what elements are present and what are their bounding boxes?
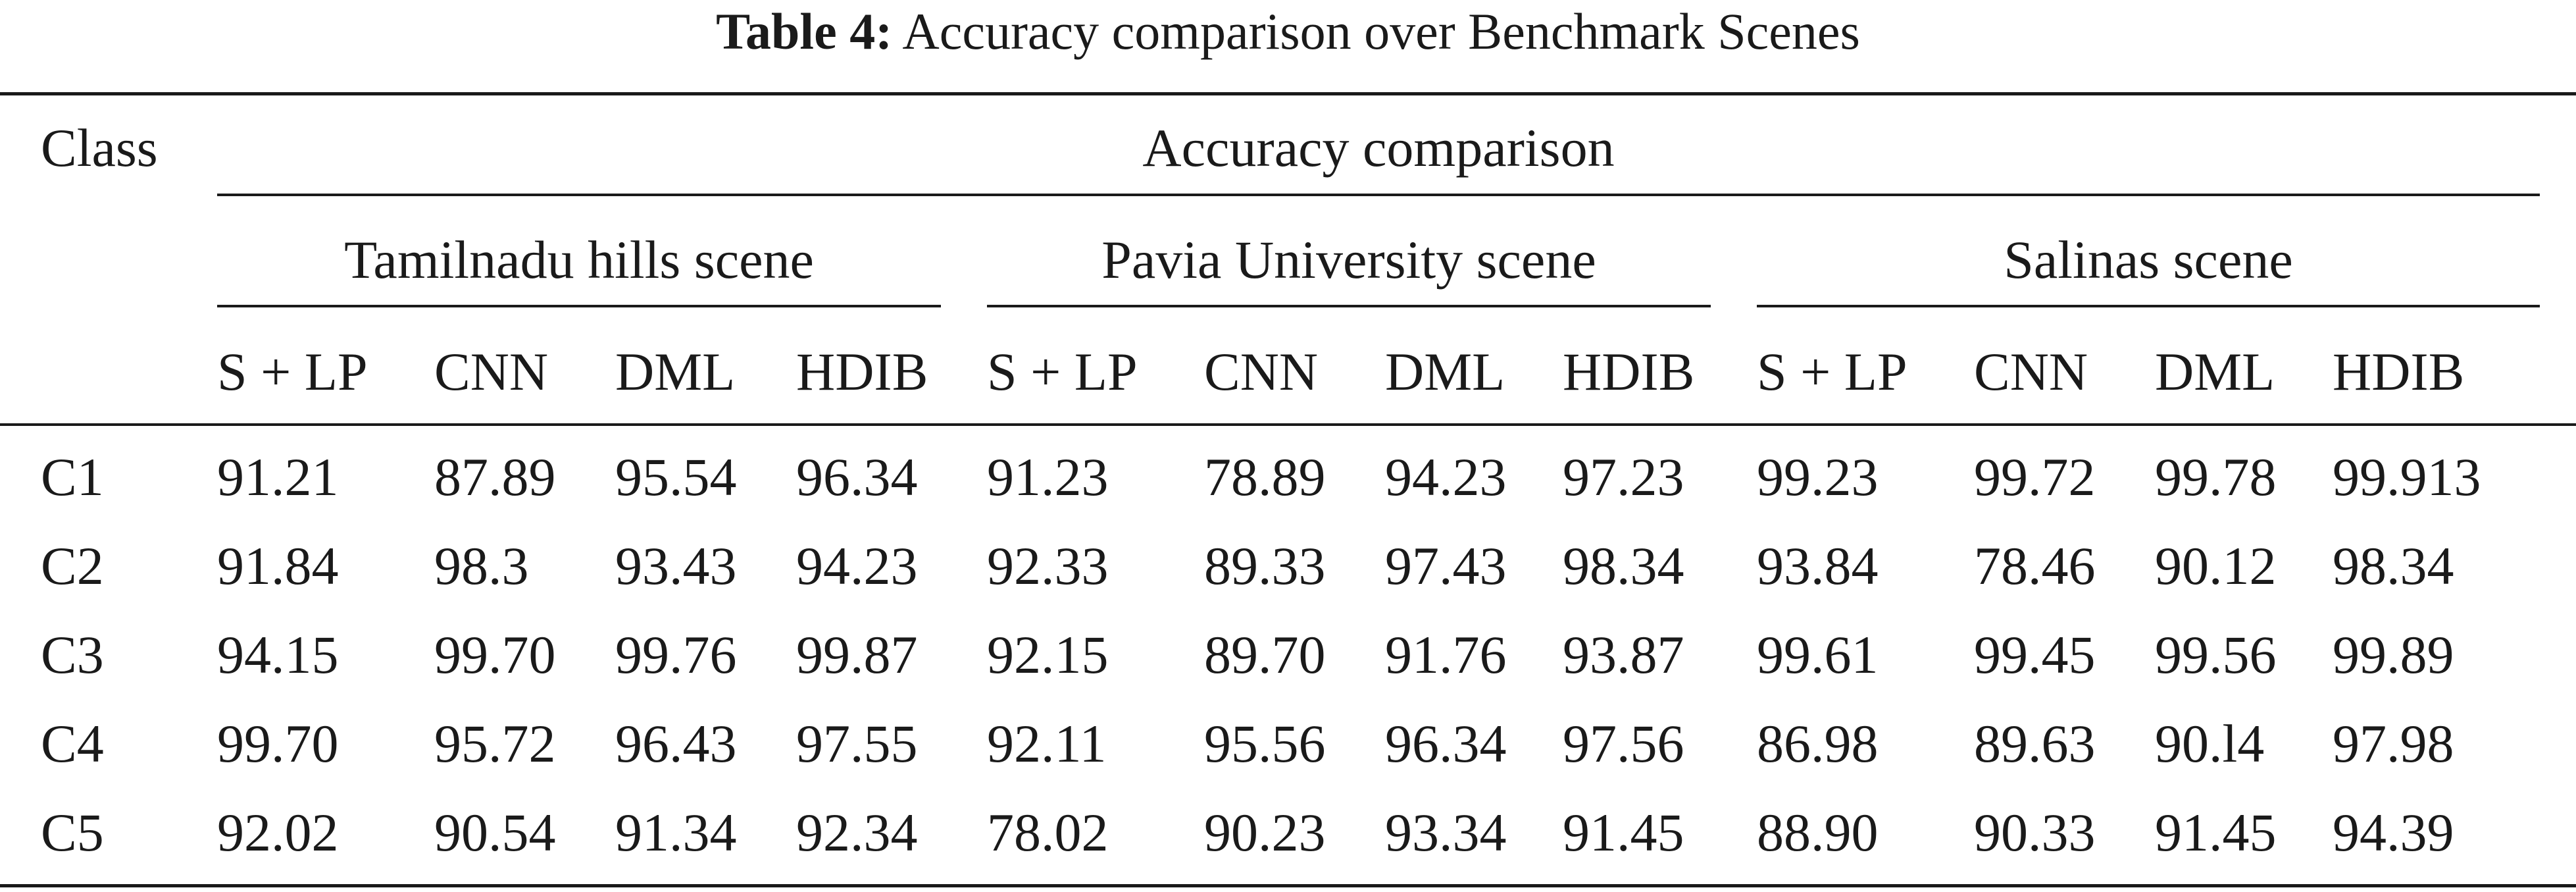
scene-header: Pavia University scene <box>1101 230 1596 290</box>
header-rule <box>0 423 2576 426</box>
table-cell: 94.39 <box>2333 802 2454 862</box>
table-cell: 99.87 <box>796 625 918 685</box>
table-cell: 95.56 <box>1204 714 1326 774</box>
table-cell: 95.72 <box>434 714 556 774</box>
table-cell: 99.72 <box>1974 447 2096 507</box>
table-cell: 94.23 <box>796 536 918 596</box>
row-class-label: C3 <box>41 625 104 685</box>
table-cell: 93.43 <box>615 536 737 596</box>
table-cell: 99.913 <box>2333 447 2481 507</box>
method-header: HDIB <box>2333 342 2465 402</box>
table-cell: 89.63 <box>1974 714 2096 774</box>
scene-underline <box>987 305 1711 307</box>
table-cell: 98.34 <box>2333 536 2454 596</box>
table-cell: 95.54 <box>615 447 737 507</box>
group-header-rule <box>217 194 2540 196</box>
table-cell: 99.78 <box>2155 447 2277 507</box>
table-cell: 90.l4 <box>2155 714 2265 774</box>
top-rule <box>0 92 2576 95</box>
method-header: DML <box>1385 342 1505 402</box>
row-class-label: C2 <box>41 536 104 596</box>
table-cell: 97.43 <box>1385 536 1507 596</box>
table-cell: 93.87 <box>1563 625 1684 685</box>
table-cell: 99.70 <box>434 625 556 685</box>
table-cell: 98.34 <box>1563 536 1684 596</box>
table-cell: 90.33 <box>1974 802 2096 862</box>
table-cell: 97.55 <box>796 714 918 774</box>
table-cell: 97.98 <box>2333 714 2454 774</box>
table-cell: 96.34 <box>1385 714 1507 774</box>
table-cell: 96.34 <box>796 447 918 507</box>
table-cell: 92.15 <box>987 625 1109 685</box>
table-cell: 88.90 <box>1757 802 1879 862</box>
table-cell: 99.23 <box>1757 447 1879 507</box>
table-cell: 90.23 <box>1204 802 1326 862</box>
group-header: Accuracy comparison <box>1142 118 1615 178</box>
row-class-label: C4 <box>41 714 104 774</box>
table-cell: 86.98 <box>1757 714 1879 774</box>
table-cell: 99.56 <box>2155 625 2277 685</box>
method-header: S + LP <box>1757 342 1907 402</box>
scene-header: Salinas scene <box>2004 230 2293 290</box>
scene-header: Tamilnadu hills scene <box>344 230 814 290</box>
table-cell: 91.45 <box>1563 802 1684 862</box>
method-header: HDIB <box>796 342 928 402</box>
table-cell: 89.70 <box>1204 625 1326 685</box>
table-cell: 99.61 <box>1757 625 1879 685</box>
table-cell: 91.23 <box>987 447 1109 507</box>
table-cell: 90.54 <box>434 802 556 862</box>
method-header: S + LP <box>217 342 368 402</box>
method-header: CNN <box>1204 342 1319 402</box>
table-cell: 94.15 <box>217 625 339 685</box>
table-cell: 96.43 <box>615 714 737 774</box>
table-cell: 91.21 <box>217 447 339 507</box>
table-cell: 92.34 <box>796 802 918 862</box>
table-cell: 91.45 <box>2155 802 2277 862</box>
table-cell: 92.11 <box>987 714 1107 774</box>
method-header: CNN <box>1974 342 2088 402</box>
table-cell: 91.84 <box>217 536 339 596</box>
table-cell: 93.34 <box>1385 802 1507 862</box>
method-header: S + LP <box>987 342 1138 402</box>
scene-underline <box>217 305 941 307</box>
method-header: DML <box>2155 342 2275 402</box>
table-cell: 87.89 <box>434 447 556 507</box>
table-cell: 91.34 <box>615 802 737 862</box>
row-class-label: C5 <box>41 802 104 862</box>
table-cell: 90.12 <box>2155 536 2277 596</box>
table-cell: 78.89 <box>1204 447 1326 507</box>
scene-underline <box>1757 305 2540 307</box>
table-cell: 89.33 <box>1204 536 1326 596</box>
table-cell: 99.89 <box>2333 625 2454 685</box>
table-cell: 93.84 <box>1757 536 1879 596</box>
table-caption: Table 4: Accuracy comparison over Benchm… <box>0 0 2576 63</box>
caption-text: Accuracy comparison over Benchmark Scene… <box>902 3 1860 60</box>
table-cell: 97.56 <box>1563 714 1684 774</box>
caption-label: Table 4: <box>716 3 893 60</box>
table-cell: 94.23 <box>1385 447 1507 507</box>
table-cell: 97.23 <box>1563 447 1684 507</box>
table-cell: 99.45 <box>1974 625 2096 685</box>
table-cell: 99.76 <box>615 625 737 685</box>
class-header: Class <box>41 118 158 178</box>
method-header: HDIB <box>1563 342 1695 402</box>
table-cell: 91.76 <box>1385 625 1507 685</box>
table-cell: 92.02 <box>217 802 339 862</box>
bottom-rule <box>0 884 2576 887</box>
row-class-label: C1 <box>41 447 104 507</box>
table-cell: 78.02 <box>987 802 1109 862</box>
table-cell: 78.46 <box>1974 536 2096 596</box>
table-cell: 99.70 <box>217 714 339 774</box>
table-cell: 92.33 <box>987 536 1109 596</box>
method-header: DML <box>615 342 736 402</box>
method-header: CNN <box>434 342 549 402</box>
table-cell: 98.3 <box>434 536 529 596</box>
